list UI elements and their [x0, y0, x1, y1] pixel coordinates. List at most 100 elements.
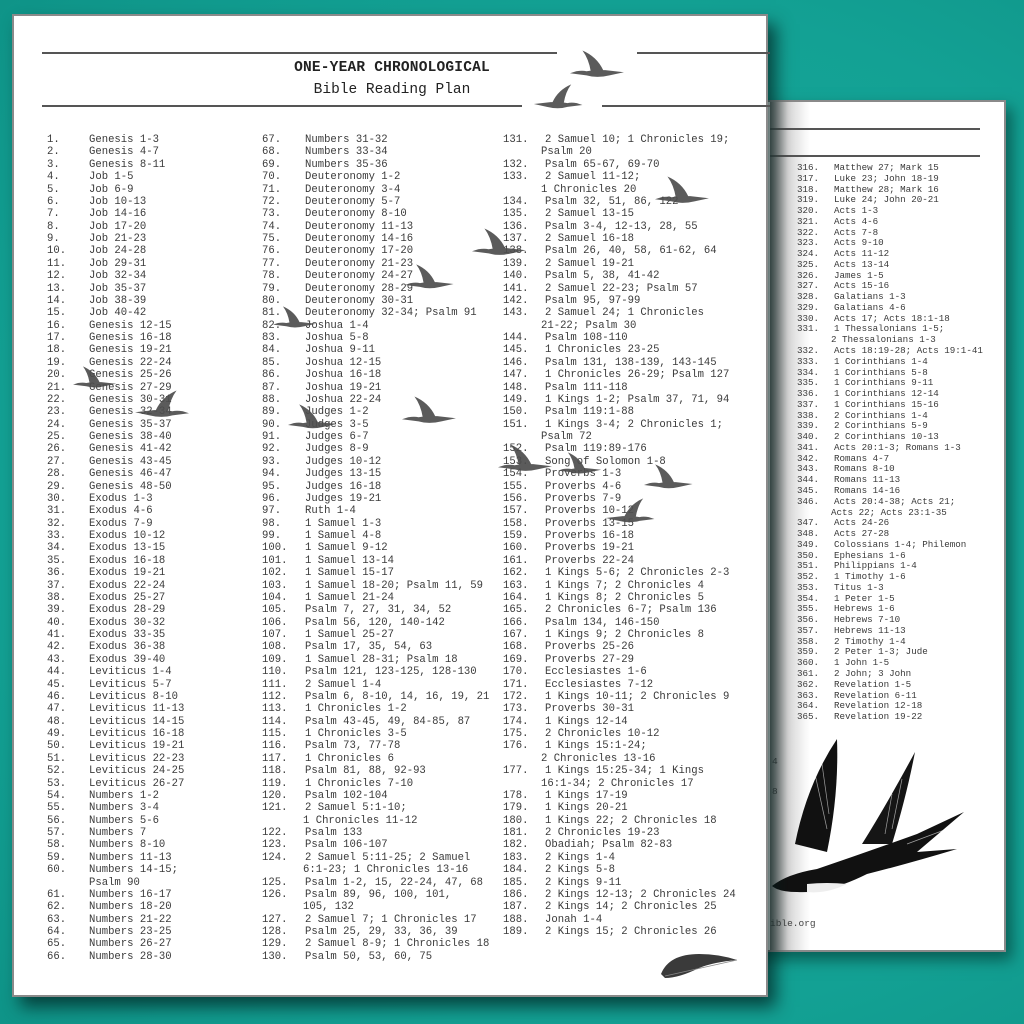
reading-passage: 1 Kings 7; 2 Chronicles 4	[545, 579, 704, 592]
day-number: 170.	[503, 666, 529, 679]
day-number: 358.	[797, 635, 820, 647]
day-number: 13.	[47, 282, 67, 295]
day-number: 177.	[503, 765, 529, 778]
reading-passage: Galatians 1-3	[834, 291, 906, 303]
reading-list-back: 316. Matthew 27; Mark 15 317. Luke 23; John…	[797, 162, 983, 723]
reading-list-item: 353. Titus 1-3	[797, 581, 983, 594]
reading-list-item: 134. Psalm 32, 51, 86, 122	[503, 196, 736, 208]
page-title: ONE-YEAR CHRONOLOGICAL	[294, 60, 490, 76]
reading-passage: Psalm 3-4, 12-13, 28, 55	[545, 220, 698, 233]
day-number: 360.	[797, 657, 820, 669]
day-number: 100.	[262, 542, 288, 555]
reading-list-item: 187. 2 Kings 14; 2 Chronicles 25	[503, 901, 736, 913]
day-number: 68.	[262, 146, 282, 159]
flying-bird-icon	[570, 50, 624, 77]
reading-list-item: 150. Psalm 119:1-88	[503, 406, 736, 418]
reading-passage: 2 Kings 15; 2 Chronicles 26	[545, 926, 717, 938]
reading-passage: Judges 1-2	[305, 406, 369, 419]
reading-passage: 1 Samuel 1-3	[305, 517, 382, 530]
reading-passage: Deuteronomy 21-23	[305, 257, 414, 270]
day-number: 361.	[797, 667, 820, 679]
reading-passage: Psalm 89, 96, 100, 101,	[305, 888, 452, 901]
day-number: 345.	[797, 484, 820, 496]
day-number: 159.	[503, 530, 529, 542]
day-number: 325.	[797, 258, 820, 270]
day-number: 37.	[47, 579, 67, 592]
reading-passage: 1 Chronicles 1-2	[305, 703, 407, 716]
reading-passage: Acts 15-16	[834, 280, 890, 292]
reading-list-item: 83. Joshua 5-8	[262, 332, 489, 344]
day-number: 353.	[797, 581, 820, 593]
day-number: 187.	[503, 901, 529, 914]
reading-passage: Acts 1-3	[834, 205, 879, 217]
reading-passage: Psalm 26, 40, 58, 61-62, 64	[545, 245, 717, 258]
reading-passage: Deuteronomy 14-16	[305, 233, 414, 245]
reading-list-item: 350. Ephesians 1-6	[797, 549, 983, 562]
reading-passage: 2 Chronicles 6-7; Psalm 136	[545, 604, 717, 617]
reading-list-item: 22. Genesis 30-31	[47, 394, 184, 406]
reading-list-item: 121. 2 Samuel 5:1-10;	[262, 802, 489, 814]
day-number: 92.	[262, 443, 282, 456]
day-number: 169.	[503, 653, 529, 666]
reading-list-item: 323. Acts 9-10	[797, 238, 983, 249]
reading-passage: 1 Corinthians 15-16	[834, 398, 939, 410]
day-number: 93.	[262, 455, 282, 468]
day-number: 61.	[47, 888, 67, 901]
reading-passage: 1 John 1-5	[834, 657, 890, 669]
day-number: 167.	[503, 629, 529, 641]
reading-list-item: 14. Job 38-39	[47, 295, 184, 307]
day-number: 98.	[262, 517, 282, 530]
day-number: 77.	[262, 257, 282, 270]
reading-passage: Philippians 1-4	[834, 560, 917, 572]
day-number: 350.	[797, 549, 820, 561]
reading-passage: Job 38-39	[89, 294, 147, 307]
day-number: 62.	[47, 901, 67, 914]
day-number: 31.	[47, 505, 67, 518]
reading-passage: Genesis 41-42	[89, 443, 172, 456]
reading-passage: 2 Samuel 7; 1 Chronicles 17	[305, 913, 477, 926]
day-number: 338.	[797, 409, 820, 421]
reading-list-item: 140. Psalm 5, 38, 41-42	[503, 270, 736, 282]
reading-list-item: 174. 1 Kings 12-14	[503, 716, 736, 728]
reading-passage: Acts 20:4-38; Acts 21;	[834, 495, 956, 507]
reading-list-item: 86. Joshua 16-18	[262, 369, 489, 381]
reading-passage: 1 Kings 15:25-34; 1 Kings	[545, 765, 704, 778]
reading-list-item: 172. 1 Kings 10-11; 2 Chronicles 9	[503, 691, 736, 703]
reading-passage: Acts 11-12	[834, 248, 890, 260]
reading-passage: Psalm 108-110	[545, 332, 628, 344]
page-fold-shadow	[770, 102, 810, 950]
day-number: 354.	[797, 592, 820, 604]
day-number: 157.	[503, 505, 529, 518]
header-rule-top-right	[637, 52, 770, 54]
day-number: 64.	[47, 926, 67, 938]
day-number: 71.	[262, 183, 282, 196]
reading-list-item: 171. Ecclesiastes 7-12	[503, 679, 736, 691]
reading-passage: Romans 4-7	[834, 452, 890, 464]
reading-list-item: 177. 1 Kings 15:25-34; 1 Kings	[503, 765, 736, 777]
day-number: 341.	[797, 441, 820, 453]
reading-list-item: 44. Leviticus 1-4	[47, 666, 184, 678]
reading-passage: 1 Chronicles 3-5	[305, 728, 407, 740]
day-number: 38.	[47, 591, 67, 604]
reading-list-item: 42. Exodus 36-38	[47, 641, 184, 653]
day-number: 30.	[47, 492, 67, 505]
reading-list-item: 327. Acts 15-16	[797, 281, 983, 292]
day-number: 343.	[797, 463, 820, 475]
reading-passage: 1 Corinthians 5-8	[834, 366, 928, 378]
day-number: 173.	[503, 703, 529, 716]
day-number: 91.	[262, 431, 282, 443]
day-number: 118.	[262, 765, 288, 778]
reading-passage-continued: Acts 22; Acts 23:1-35	[831, 506, 947, 518]
day-number: 55.	[47, 802, 67, 815]
reading-list-item: 173. Proverbs 30-31	[503, 703, 736, 715]
reading-passage: Exodus 19-21	[89, 567, 166, 580]
day-number: 73.	[262, 208, 282, 221]
reading-passage-continued: 6:1-23; 1 Chronicles 13-16	[303, 864, 469, 877]
reading-passage: Romans 14-16	[834, 484, 901, 496]
day-number: 364.	[797, 700, 820, 712]
reading-passage: 2 Corinthians 5-9	[834, 420, 928, 432]
reading-list-item: 146. Psalm 131, 138-139, 143-145	[503, 357, 736, 369]
reading-passage: Psalm 32, 51, 86, 122	[545, 195, 679, 208]
day-number: 333.	[797, 355, 820, 367]
reading-list-item: 73. Deuteronomy 8-10	[262, 208, 489, 220]
